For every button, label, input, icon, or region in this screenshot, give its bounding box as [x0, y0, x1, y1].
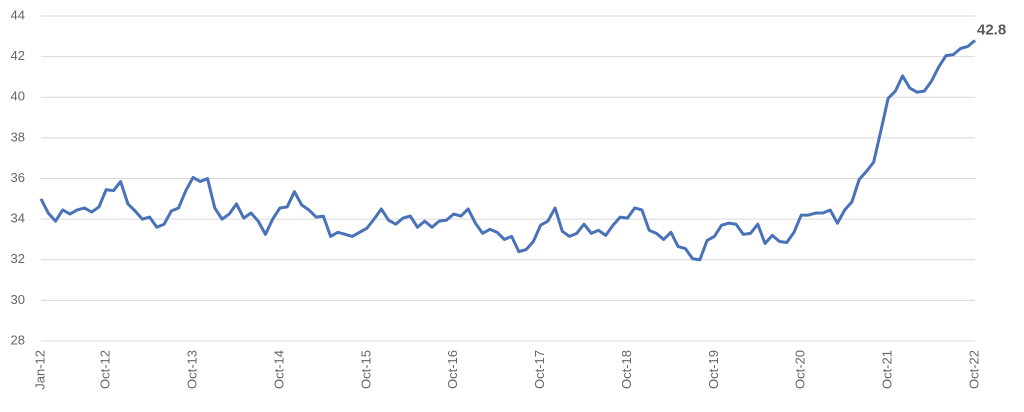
y-tick-label: 32 — [11, 251, 25, 266]
x-tick-label: Oct-18 — [619, 350, 634, 389]
x-tick-label: Oct-17 — [532, 350, 547, 389]
y-tick-label: 38 — [11, 129, 25, 144]
x-tick-label: Jan-12 — [32, 350, 47, 390]
data-line — [39, 39, 976, 262]
y-tick-label: 34 — [11, 211, 25, 226]
y-tick-label: 44 — [11, 7, 25, 22]
y-tick-label: 42 — [11, 48, 25, 63]
x-tick-label: Oct-19 — [706, 350, 721, 389]
x-tick-label: Oct-13 — [184, 350, 199, 389]
y-tick-label: 28 — [11, 332, 25, 347]
x-tick-label: Oct-14 — [271, 350, 286, 389]
value-label: 42.8 — [977, 21, 1006, 38]
x-tick-label: Oct-16 — [445, 350, 460, 389]
x-tick-label: Oct-21 — [880, 350, 895, 389]
x-tick-label: Oct-22 — [966, 350, 981, 389]
x-tick-label: Oct-12 — [98, 350, 113, 389]
x-tick-label: Oct-20 — [793, 350, 808, 389]
y-tick-label: 40 — [11, 89, 25, 104]
y-tick-label: 30 — [11, 292, 25, 307]
y-tick-label: 36 — [11, 170, 25, 185]
x-tick-label: Oct-15 — [358, 350, 373, 389]
